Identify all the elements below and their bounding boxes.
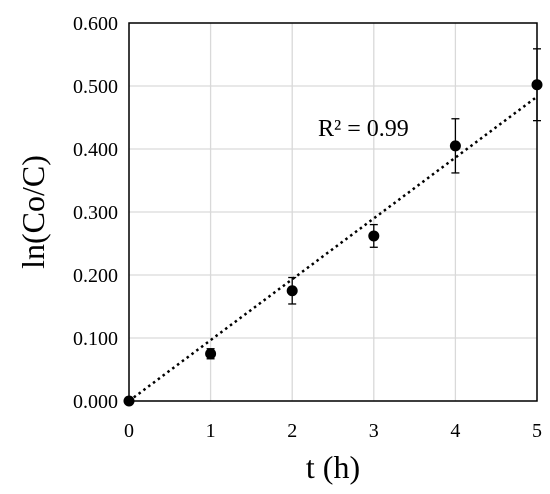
data-point [205,348,217,360]
data-marker [205,348,217,360]
data-points [123,48,543,407]
trendline [128,95,538,403]
data-point [286,276,298,305]
y-axis-title: ln(Co/C) [15,155,51,269]
x-axis-title: t (h) [306,449,360,485]
x-tick-label: 3 [369,420,379,442]
data-point [123,395,135,407]
data-marker [531,79,543,91]
x-tick-label: 4 [450,420,460,442]
plot-frame [128,22,538,402]
x-tick-label: 2 [287,420,297,442]
data-point [449,118,461,174]
y-tick-label: 0.000 [73,391,118,413]
y-tick-label: 0.600 [73,13,118,35]
y-tick-label: 0.300 [73,202,118,224]
x-tick-label: 5 [532,420,542,442]
y-tick-label: 0.400 [73,139,118,161]
data-marker [286,285,298,297]
data-marker [123,395,135,407]
data-marker [449,140,461,152]
y-tick-labels: 0.000 0.100 0.200 0.300 0.400 0.500 0.600 [73,13,118,413]
data-marker [368,230,380,242]
data-point [368,223,380,248]
x-tick-label: 0 [124,420,134,442]
y-tick-label: 0.500 [73,76,118,98]
grid [128,22,538,402]
x-tick-label: 1 [206,420,216,442]
x-tick-labels: 0 1 2 3 4 5 [124,420,542,442]
data-point [531,48,543,122]
y-tick-label: 0.200 [73,265,118,287]
y-tick-label: 0.100 [73,328,118,350]
r-squared-annotation: R² = 0.99 [318,116,409,142]
